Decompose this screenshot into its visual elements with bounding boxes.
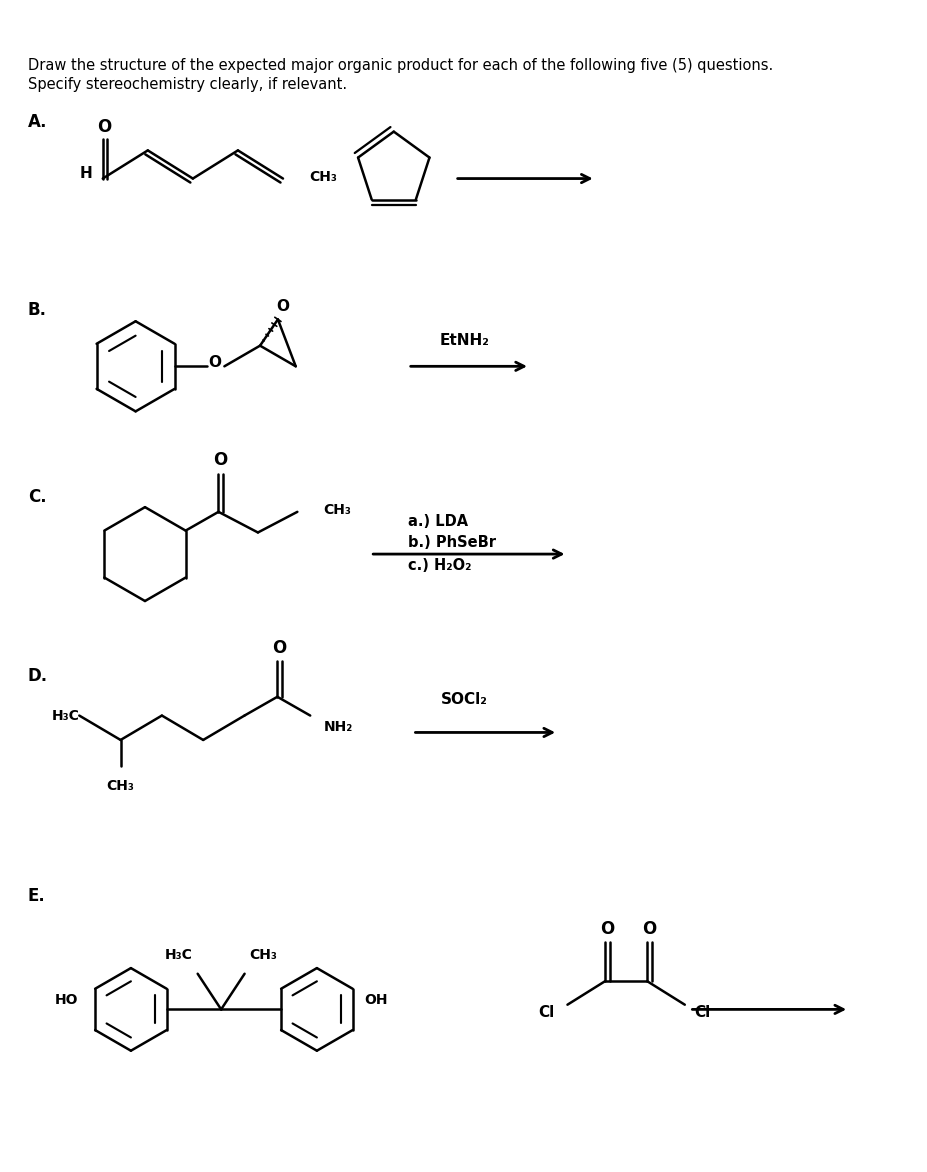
Text: OH: OH — [364, 993, 387, 1007]
Text: D.: D. — [28, 667, 48, 684]
Text: E.: E. — [28, 887, 45, 905]
Text: a.) LDA: a.) LDA — [408, 513, 468, 529]
Text: b.) PhSeBr: b.) PhSeBr — [408, 536, 496, 551]
Text: CH₃: CH₃ — [310, 170, 337, 184]
Text: B.: B. — [28, 300, 46, 319]
Text: Specify stereochemistry clearly, if relevant.: Specify stereochemistry clearly, if rele… — [28, 77, 347, 93]
Text: A.: A. — [28, 113, 47, 131]
Text: EtNH₂: EtNH₂ — [439, 333, 489, 348]
Text: c.) H₂O₂: c.) H₂O₂ — [408, 558, 471, 573]
Text: O: O — [213, 451, 227, 469]
Text: O: O — [642, 920, 656, 938]
Text: NH₂: NH₂ — [324, 721, 352, 734]
Text: HO: HO — [55, 993, 78, 1007]
Text: C.: C. — [28, 489, 46, 506]
Text: CH₃: CH₃ — [249, 948, 277, 962]
Text: CH₃: CH₃ — [107, 779, 134, 793]
Text: H₃C: H₃C — [51, 709, 80, 723]
Text: O: O — [273, 639, 286, 657]
Text: O: O — [209, 355, 222, 370]
Text: Cl: Cl — [694, 1004, 710, 1020]
Text: Draw the structure of the expected major organic product for each of the followi: Draw the structure of the expected major… — [28, 59, 773, 74]
Text: O: O — [276, 299, 289, 314]
Text: CH₃: CH₃ — [324, 503, 351, 517]
Text: O: O — [600, 920, 614, 938]
Text: SOCl₂: SOCl₂ — [440, 693, 488, 707]
Text: O: O — [97, 118, 112, 136]
Text: H₃C: H₃C — [165, 948, 193, 962]
Text: H: H — [80, 166, 92, 182]
Text: Cl: Cl — [538, 1004, 554, 1020]
